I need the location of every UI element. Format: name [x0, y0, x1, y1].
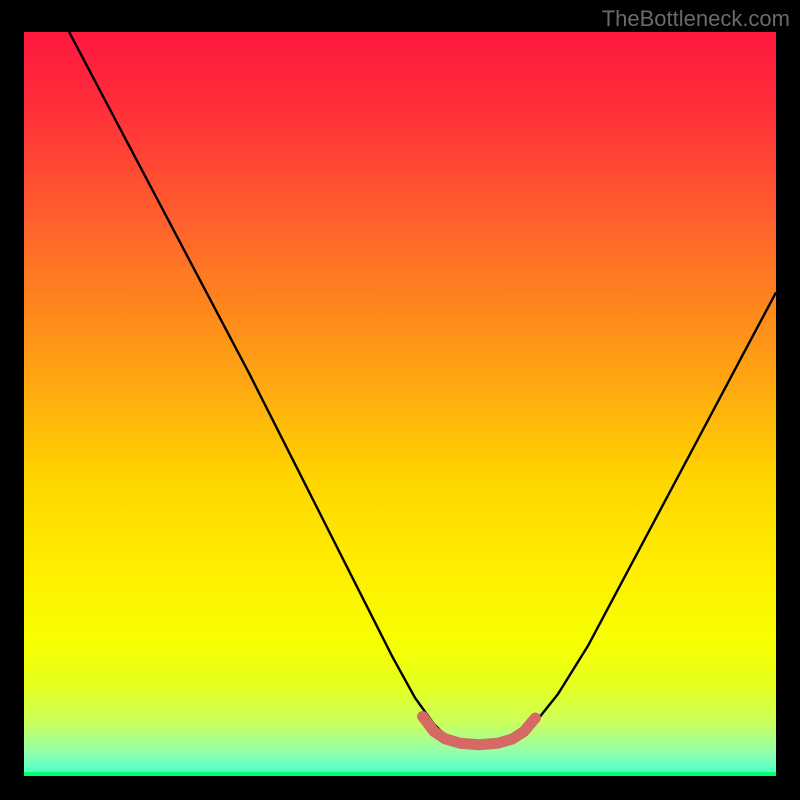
main-curve-path	[69, 32, 776, 745]
bottom-accent-path	[423, 716, 536, 744]
chart-container: TheBottleneck.com	[0, 0, 800, 800]
plot-area	[24, 32, 776, 776]
watermark-text: TheBottleneck.com	[602, 6, 790, 32]
bottleneck-curve	[24, 32, 776, 776]
